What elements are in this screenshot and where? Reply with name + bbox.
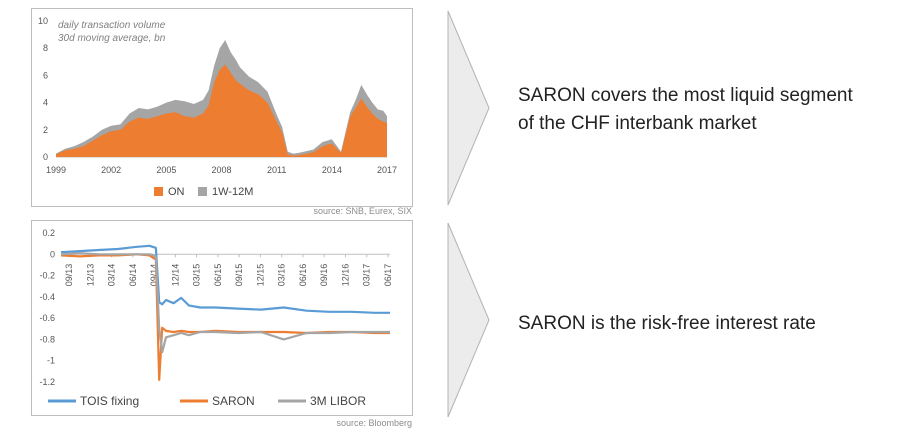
x-tick-label: 09/13 xyxy=(64,264,74,287)
x-tick-label: 06/14 xyxy=(128,264,138,287)
volume-chart-panel: daily transaction volume 30d moving aver… xyxy=(31,8,413,207)
x-tick-label: 06/15 xyxy=(213,264,223,287)
legend-label-2: 3M LIBOR xyxy=(310,394,366,408)
y-tick-label: -1.2 xyxy=(39,377,55,387)
x-tick-label: 2014 xyxy=(322,165,342,175)
statement-risk-free: SARON is the risk-free interest rate xyxy=(518,310,898,338)
x-tick-label: 03/15 xyxy=(192,264,202,287)
x-tick-label: 09/14 xyxy=(149,264,159,287)
x-tick-label: 1999 xyxy=(46,165,66,175)
series-area-on xyxy=(56,64,387,157)
chart-annotation-line-2: 30d moving average, bn xyxy=(58,33,166,44)
y-tick-label: -0.4 xyxy=(39,292,55,302)
chart-annotation-line-1: daily transaction volume xyxy=(58,20,166,31)
x-tick-label: 03/16 xyxy=(277,264,287,287)
x-tick-label: 03/17 xyxy=(362,264,372,287)
rates-line-chart: 0.2 0 -0.2 -0.4 -0.6 -0.8 -1 -1.2 09/13 12/13 03/1… xyxy=(39,228,393,408)
legend-label-0: TOIS fixing xyxy=(80,394,139,408)
legend-swatch-1 xyxy=(198,187,207,196)
y-tick-label: -0.6 xyxy=(39,313,55,323)
x-tick-label: 12/14 xyxy=(170,264,180,287)
legend-label-0: ON xyxy=(168,186,185,198)
legend-swatch-0 xyxy=(154,187,163,196)
x-tick-label: 2017 xyxy=(377,165,397,175)
y-tick-label: -0.2 xyxy=(39,271,55,281)
statement-liquidity: SARON covers the most liquid segment of … xyxy=(518,82,898,138)
y-tick-label: 8 xyxy=(43,43,48,53)
legend-label-1: SARON xyxy=(212,394,255,408)
legend-label-1: 1W-12M xyxy=(212,186,253,198)
y-tick-label: 2 xyxy=(43,125,48,135)
statement-line: SARON covers the most liquid segment xyxy=(518,85,853,106)
y-tick-label: 0 xyxy=(50,249,55,259)
x-tick-label: 06/16 xyxy=(298,264,308,287)
series-line-2 xyxy=(60,252,390,354)
y-tick-label: -0.8 xyxy=(39,334,55,344)
y-tick-label: 6 xyxy=(43,70,48,80)
source-note-bottom: source: Bloomberg xyxy=(336,418,412,428)
rates-chart-panel: 0.2 0 -0.2 -0.4 -0.6 -0.8 -1 -1.2 09/13 12/13 03/1… xyxy=(31,220,413,416)
y-tick-label: 4 xyxy=(43,98,48,108)
x-tick-label: 12/13 xyxy=(85,264,95,287)
statement-line: SARON is the risk-free interest rate xyxy=(518,313,816,334)
chevron-arrow-top xyxy=(447,10,490,206)
statement-line: of the CHF interbank market xyxy=(518,113,757,134)
x-tick-label: 2011 xyxy=(267,165,286,175)
series-line-0 xyxy=(60,244,390,314)
source-note-top: source: SNB, Eurex, SIX xyxy=(313,206,412,216)
x-tick-label: 2008 xyxy=(211,165,231,175)
x-tick-label: 09/15 xyxy=(234,264,244,287)
x-tick-label: 2005 xyxy=(156,165,176,175)
x-tick-label: 12/15 xyxy=(255,264,265,287)
volume-area-chart: daily transaction volume 30d moving aver… xyxy=(38,16,397,198)
x-tick-label: 12/16 xyxy=(340,264,350,287)
x-tick-label: 2002 xyxy=(101,165,121,175)
x-tick-label: 09/16 xyxy=(319,264,329,287)
x-tick-label: 03/14 xyxy=(107,264,117,287)
y-tick-label: 0.2 xyxy=(42,228,55,238)
x-tick-label: 06/17 xyxy=(383,264,393,287)
y-tick-label: 10 xyxy=(38,16,48,26)
y-tick-label: 0 xyxy=(43,152,48,162)
chevron-arrow-bottom xyxy=(447,222,490,418)
y-tick-label: -1 xyxy=(47,356,55,366)
